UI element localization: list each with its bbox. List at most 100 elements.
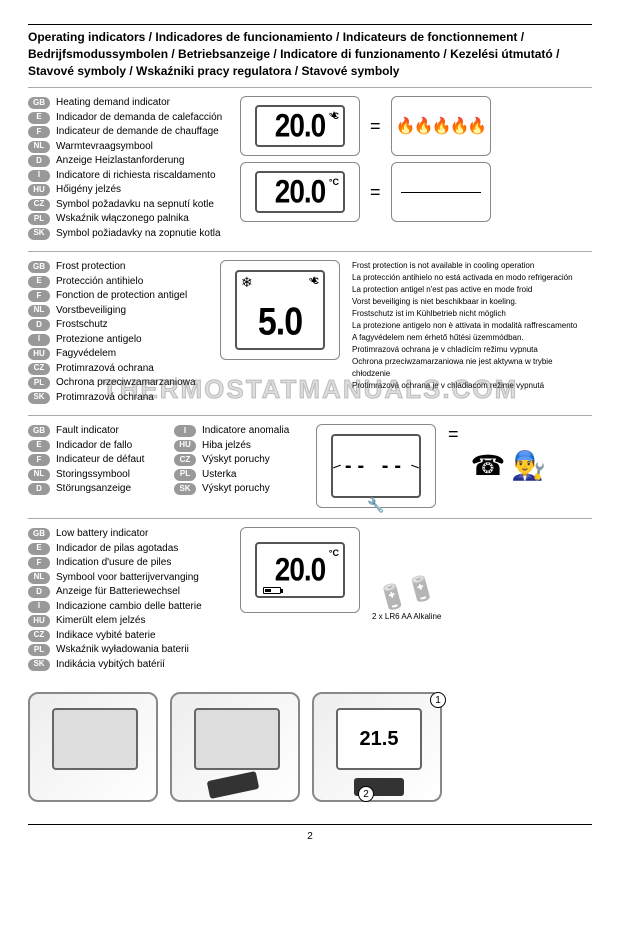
page-title: Operating indicators / Indicadores de fu… <box>28 29 592 79</box>
lang-pill: E <box>28 440 50 452</box>
lang-pill: SK <box>174 483 196 495</box>
lang-pill: CZ <box>174 454 196 466</box>
baseline-icon <box>401 192 481 193</box>
lang-label: Ochrona przeciwzamarzaniowa <box>56 376 196 390</box>
lang-row: CZVýskyt poruchy <box>174 453 304 467</box>
frost-note: La protezione antigelo non è attivata in… <box>352 320 592 332</box>
step-1-badge: 1 <box>430 692 446 708</box>
lang-row: FFonction de protection antigel <box>28 289 208 303</box>
heating-displays: ▲ °C 20.0 = 🔥🔥🔥🔥🔥 °C 20.0 = <box>240 96 592 241</box>
lang-label: Symbol požadavku na sepnutí kotle <box>56 198 214 212</box>
lang-row: NLVorstbeveiliging <box>28 304 208 318</box>
section-heating-demand: GB Heating demand indicator E Indicador de … <box>28 87 592 251</box>
lang-row: SKSymbol požiadavky na zopnutie kotla <box>28 227 228 241</box>
lang-pill: E <box>28 276 50 288</box>
lang-list-fault-b: IIndicatore anomaliaHUHiba jelzésCZVýsky… <box>174 424 304 508</box>
lang-pill: D <box>28 319 50 331</box>
lang-row: GB Fault indicator <box>28 424 158 438</box>
lang-pill: F <box>28 290 50 302</box>
temp-value: 5.0 <box>258 300 302 345</box>
lang-row: IIndicazione cambio delle batterie <box>28 600 228 614</box>
lang-label: Indicador de demanda de calefacción <box>56 111 222 125</box>
section-battery: GBLow battery indicatorEIndicador de pil… <box>28 518 592 812</box>
page-number: 2 <box>28 831 592 842</box>
lang-label: Indicador de fallo <box>56 439 132 453</box>
lang-label: Störungsanzeige <box>56 482 131 496</box>
unit-label: °C <box>309 276 319 286</box>
lang-pill: GB <box>28 425 50 437</box>
lang-label: Frostschutz <box>56 318 108 332</box>
lang-pill: HU <box>28 348 50 360</box>
lang-pill: E <box>28 112 50 124</box>
frost-note: A fagyvédelem nem érhető hűtési üzemmódb… <box>352 332 592 344</box>
lang-list-fault-a: GBFault indicatorEIndicador de falloFInd… <box>28 424 158 508</box>
lang-pill: HU <box>28 184 50 196</box>
frost-note: La protección antihielo no está activada… <box>352 272 592 284</box>
lang-row: F Indication d'usure de piles <box>28 556 228 570</box>
display-fault: -- -- 🔧 <box>316 424 436 508</box>
battery-inserting-icon <box>207 771 260 799</box>
lang-list-frost: GBFrost protectionEProtección antihieloF… <box>28 260 208 405</box>
lang-pill: F <box>28 557 50 569</box>
lang-label: Usterka <box>202 468 236 482</box>
equals-sign: = <box>448 424 459 508</box>
frost-note: La protection antigel n'est pas active e… <box>352 284 592 296</box>
lang-pill: PL <box>28 644 50 656</box>
lang-row: PLOchrona przeciwzamarzaniowa <box>28 376 208 390</box>
temp-value: 20.0 <box>275 552 326 589</box>
fault-dashes: -- -- <box>345 455 407 478</box>
lang-pill: GB <box>28 97 50 109</box>
lang-pill: CZ <box>28 363 50 375</box>
equals-sign: = <box>370 116 381 137</box>
frost-note: Frost protection is not available in coo… <box>352 260 592 272</box>
lang-label: Protección antihielo <box>56 275 143 289</box>
lang-pill: PL <box>28 213 50 225</box>
lang-label: Symbool voor batterijvervanging <box>56 571 199 585</box>
step-2-badge: 2 <box>358 786 374 802</box>
display-heating-on: ▲ °C 20.0 <box>240 96 360 156</box>
lang-row: DStörungsanzeige <box>28 482 158 496</box>
lang-row: GB Heating demand indicator <box>28 96 228 110</box>
lang-row: CZSymbol požadavku na sepnutí kotle <box>28 198 228 212</box>
lang-row: FIndicateur de demande de chauffage <box>28 125 228 139</box>
thermostat-step-insert <box>170 692 300 802</box>
frost-note: Protimrazová ochrana je v chladícím reži… <box>352 344 592 356</box>
frost-note: Protimrazová ochrana je v chladiacom rež… <box>352 380 592 392</box>
section-frost: GBFrost protectionEProtección antihieloF… <box>28 251 592 415</box>
lang-pill: HU <box>28 615 50 627</box>
thermostat-step-on: 21.5 1 2 <box>312 692 442 802</box>
lang-label: Fault indicator <box>56 424 119 438</box>
temp-value: 20.0 <box>275 174 326 211</box>
lang-label: Storingssymbool <box>56 468 130 482</box>
lang-label: Warmtevraagsymbool <box>56 140 153 154</box>
lang-cols-fault: GBFault indicatorEIndicador de falloFInd… <box>28 424 304 508</box>
lang-label: Indicatore di richiesta riscaldamento <box>56 169 216 183</box>
phone-icon: ☎ <box>471 452 506 480</box>
lang-pill: SK <box>28 392 50 404</box>
section-fault: GBFault indicatorEIndicador de falloFInd… <box>28 415 592 518</box>
lang-label: Indicatore anomalia <box>202 424 289 438</box>
display-frost: ❄ ▲ °C 5.0 <box>220 260 340 360</box>
snowflake-icon: ❄ <box>241 274 253 291</box>
no-flame-box <box>391 162 491 222</box>
lang-pill: NL <box>28 141 50 153</box>
lang-label: Indicateur de demande de chauffage <box>56 125 219 139</box>
technician-icon: 👨‍🔧 <box>511 452 546 480</box>
lang-label: Indication d'usure de piles <box>56 556 171 570</box>
thermo-temp: 21.5 <box>360 728 399 751</box>
lang-label: Hőigény jelzés <box>56 183 121 197</box>
top-rule <box>28 24 592 25</box>
lang-label: Indicador de pilas agotadas <box>56 542 178 556</box>
lang-label: Indicazione cambio delle batterie <box>56 600 202 614</box>
lang-row: E Indicador de demanda de calefacción <box>28 111 228 125</box>
lang-label: Kimerült elem jelzés <box>56 614 145 628</box>
lang-label: Protimrazová ochrana <box>56 362 154 376</box>
lang-label: Heating demand indicator <box>56 96 170 110</box>
lang-label: Fagyvédelem <box>56 347 116 361</box>
lang-label: Indikace vybité baterie <box>56 629 156 643</box>
lang-row: NLSymbool voor batterijvervanging <box>28 571 228 585</box>
wrench-icon: 🔧 <box>367 497 384 514</box>
thermostat-step-off <box>28 692 158 802</box>
lang-row: PLWskaźnik włączonego palnika <box>28 212 228 226</box>
lang-pill: HU <box>174 440 196 452</box>
